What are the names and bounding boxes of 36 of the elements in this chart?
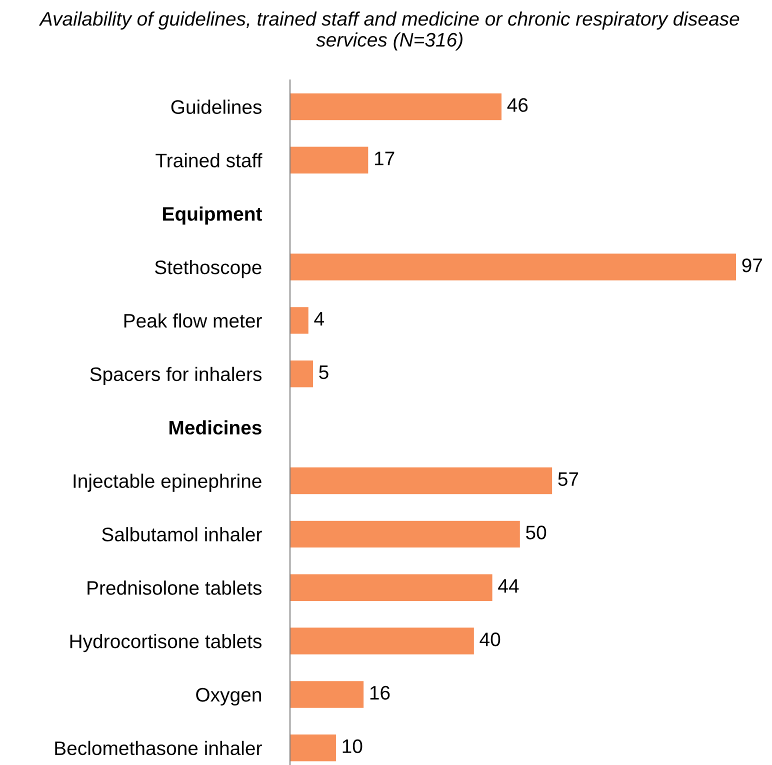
y-tick-label: Hydrocortisone tablets bbox=[70, 634, 262, 652]
y-tick-label: Medicines bbox=[170, 420, 262, 435]
y-tick-label: Salbutamol inhaler bbox=[102, 527, 262, 542]
bar bbox=[290, 146, 368, 174]
bar bbox=[290, 467, 552, 494]
data-label: 57 bbox=[558, 472, 578, 486]
bar bbox=[290, 360, 313, 388]
y-tick-label: Spacers for inhalers bbox=[90, 366, 262, 385]
chart-title: Availability of guidelines, trained staff and medicine or chronic respiratory disease services (N=316) bbox=[38, 11, 740, 51]
y-tick-label: Beclomethasone inhaler bbox=[55, 740, 262, 756]
bar bbox=[290, 681, 364, 708]
bar bbox=[290, 734, 336, 762]
data-label: 4 bbox=[314, 312, 324, 326]
data-label: 40 bbox=[480, 632, 500, 646]
bar bbox=[290, 307, 308, 334]
data-label: 16 bbox=[370, 686, 390, 700]
data-label: 10 bbox=[342, 739, 362, 754]
y-tick-label: Trained staff bbox=[156, 153, 262, 168]
data-label: 50 bbox=[526, 526, 546, 540]
bar bbox=[290, 520, 520, 548]
y-tick-label: Equipment bbox=[163, 206, 262, 225]
bar bbox=[290, 254, 736, 280]
bar bbox=[290, 628, 474, 654]
bar bbox=[290, 574, 492, 601]
data-label: 17 bbox=[375, 152, 394, 166]
y-tick-label: Injectable epinephrine bbox=[74, 474, 262, 492]
y-tick-label: Stethoscope bbox=[155, 260, 262, 278]
y-tick-label: Prednisolone tablets bbox=[88, 580, 262, 595]
bar bbox=[290, 93, 502, 120]
y-tick-label: Peak flow meter bbox=[124, 313, 262, 328]
data-label: 44 bbox=[498, 579, 519, 593]
data-label: 97 bbox=[742, 258, 762, 272]
data-label: 5 bbox=[319, 366, 328, 380]
y-tick-label: Guidelines bbox=[171, 100, 262, 114]
data-label: 46 bbox=[507, 98, 528, 112]
y-tick-label: Oxygen bbox=[196, 688, 261, 706]
